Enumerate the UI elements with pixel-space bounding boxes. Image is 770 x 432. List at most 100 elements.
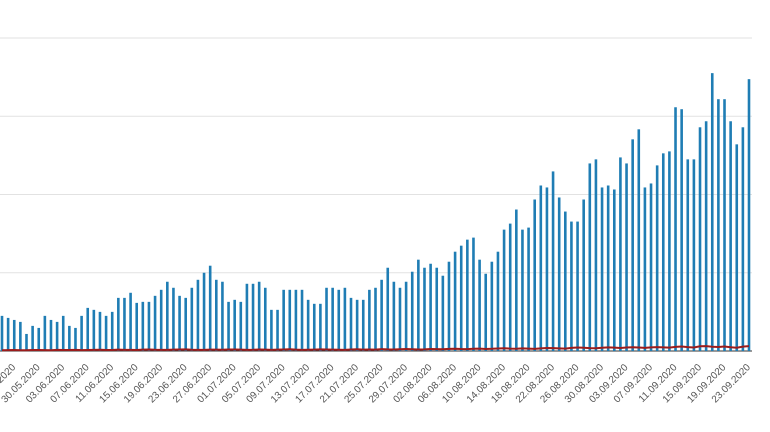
bar (49, 319, 53, 351)
bar (55, 321, 59, 351)
bar (380, 279, 383, 351)
bar (159, 289, 163, 351)
bar (294, 289, 298, 351)
bar (325, 287, 328, 351)
bar (472, 237, 475, 351)
bar (233, 299, 236, 351)
bar (110, 311, 114, 351)
bar (6, 317, 10, 351)
bar (564, 211, 567, 351)
bar (337, 289, 341, 351)
bar (643, 187, 647, 351)
bar (263, 287, 267, 351)
bar (184, 297, 187, 351)
bar (80, 315, 83, 351)
bar (92, 309, 96, 351)
bar (533, 199, 536, 351)
bar (631, 139, 634, 351)
bar (374, 287, 377, 351)
bar (417, 259, 420, 351)
bar (215, 279, 218, 351)
bar (123, 297, 126, 351)
bar (19, 321, 22, 351)
bar (257, 281, 261, 351)
bar (239, 301, 243, 351)
bar (594, 159, 598, 351)
bar (435, 267, 439, 351)
bar (521, 229, 524, 351)
bar (68, 325, 71, 351)
bar (423, 267, 426, 351)
bar (386, 267, 390, 351)
bar (508, 223, 512, 351)
bar (135, 302, 139, 351)
bar (312, 303, 316, 351)
bar (398, 287, 402, 351)
bar (674, 107, 677, 351)
bar (288, 289, 292, 351)
bar (196, 279, 200, 351)
bar (570, 221, 573, 351)
bar (539, 185, 543, 351)
bar (245, 283, 249, 351)
bar (692, 159, 696, 351)
bar (270, 309, 273, 351)
bar (649, 183, 653, 351)
bar (441, 275, 445, 351)
bar (86, 307, 90, 351)
bar (466, 239, 469, 351)
bar (459, 245, 463, 351)
bar (276, 309, 279, 351)
bar (300, 289, 304, 351)
bar (31, 325, 34, 351)
bar (153, 295, 157, 351)
bar (410, 271, 414, 351)
bar (306, 299, 310, 351)
bar (282, 289, 285, 351)
bar (735, 144, 739, 351)
bar (619, 157, 622, 351)
bar (588, 163, 592, 351)
bar (447, 261, 451, 351)
bar (368, 289, 371, 351)
bar (319, 303, 322, 351)
bar (600, 187, 604, 351)
bar (147, 301, 151, 351)
bar (612, 189, 616, 351)
bar (747, 79, 751, 352)
bar (61, 315, 65, 351)
bar (37, 327, 41, 351)
bar (117, 297, 120, 351)
bar (576, 221, 579, 351)
bar (478, 259, 481, 351)
bar (166, 281, 169, 351)
bar (104, 315, 108, 351)
bar (361, 299, 365, 351)
bar (331, 287, 334, 351)
bar (741, 127, 745, 351)
bar (557, 197, 561, 351)
bar (98, 311, 102, 351)
bar (625, 163, 628, 351)
bar (221, 281, 224, 351)
bar (551, 171, 555, 351)
bar (606, 185, 610, 351)
bar (392, 281, 396, 351)
bar (502, 229, 506, 351)
bar (729, 121, 732, 352)
bar (202, 272, 206, 351)
bar (710, 73, 714, 351)
bar (0, 315, 4, 351)
bar (686, 159, 690, 351)
bar (527, 227, 530, 351)
bar (251, 283, 255, 351)
bar (723, 99, 726, 351)
bar (141, 301, 145, 351)
bar (453, 251, 457, 351)
bar (208, 265, 212, 351)
bar (43, 315, 47, 351)
bar (25, 333, 28, 351)
bar (655, 165, 659, 351)
bar (582, 199, 585, 351)
